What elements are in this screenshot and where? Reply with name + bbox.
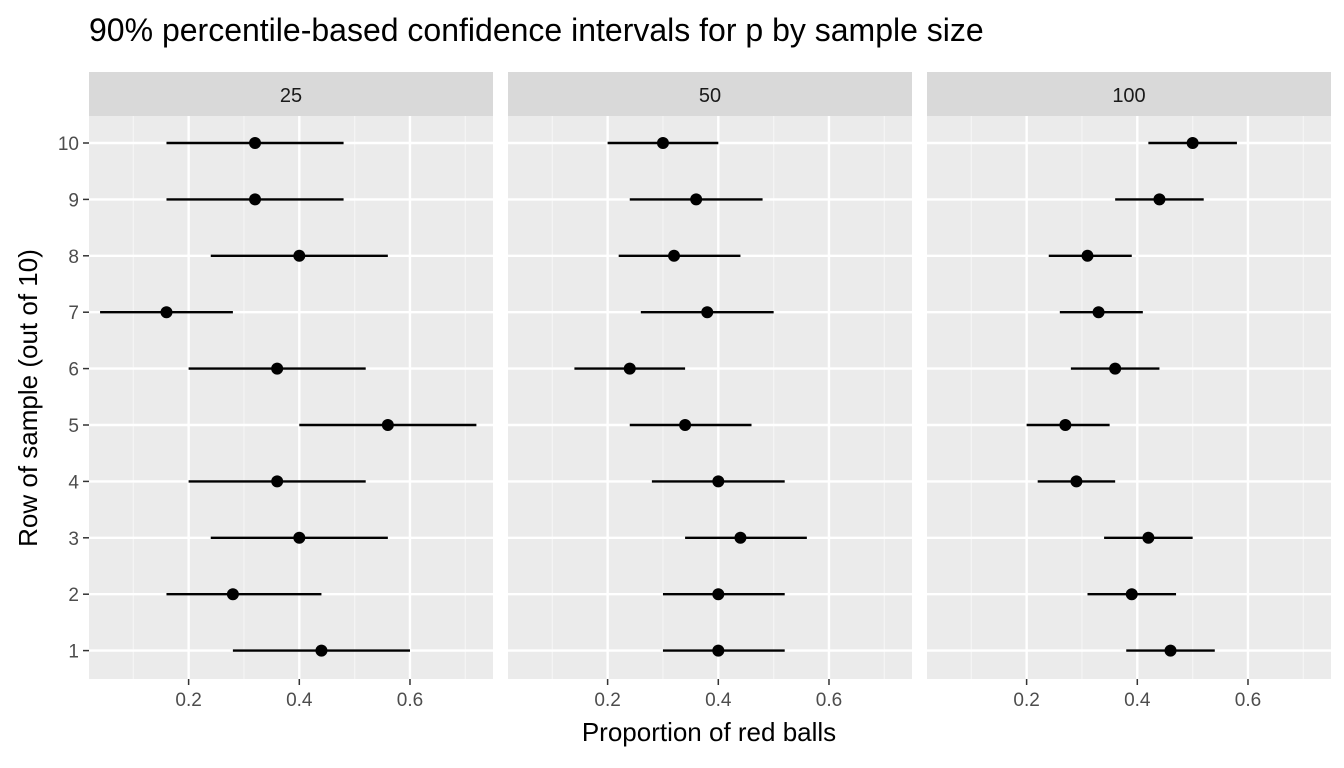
y-tick-label: 9 <box>68 190 79 211</box>
x-tick-label: 0.2 <box>594 690 620 711</box>
point-estimate <box>679 419 692 431</box>
y-axis-title: Row of sample (out of 10) <box>13 249 43 547</box>
x-axis-title: Proportion of red balls <box>582 717 836 747</box>
point-estimate <box>712 475 725 488</box>
facet-strip <box>508 72 912 116</box>
y-tick-label: 8 <box>68 247 79 268</box>
panel-background <box>927 116 1331 679</box>
point-estimate <box>656 137 669 149</box>
x-tick-label: 0.6 <box>816 690 842 711</box>
y-axis: 1 2 3 4 5 6 7 8 9 10 <box>58 134 89 663</box>
point-estimate <box>1153 193 1166 206</box>
y-tick-label: 1 <box>68 642 79 663</box>
point-estimate <box>1125 588 1138 601</box>
point-estimate <box>249 193 262 206</box>
point-estimate <box>734 531 747 544</box>
point-estimate <box>226 588 239 601</box>
point-estimate <box>712 588 725 601</box>
point-estimate <box>1186 137 1199 149</box>
facet-strip-label: 100 <box>1112 85 1145 107</box>
point-estimate <box>293 249 306 262</box>
point-estimate <box>701 306 714 319</box>
x-tick-label: 0.2 <box>1013 690 1039 711</box>
point-estimate <box>690 193 703 206</box>
point-estimate <box>1109 362 1122 375</box>
x-tick-label: 0.2 <box>175 690 201 711</box>
point-estimate <box>712 644 725 657</box>
point-estimate <box>249 137 262 149</box>
facet-strip-label: 50 <box>699 85 721 107</box>
y-tick-label: 6 <box>68 360 79 381</box>
facet-strip <box>927 72 1331 116</box>
facet-strip-label: 25 <box>280 85 302 107</box>
point-estimate <box>1059 419 1072 431</box>
facet-panel: 100 0.2 0.4 0.6 <box>927 72 1331 711</box>
x-tick-label: 0.4 <box>705 690 732 711</box>
point-estimate <box>1081 249 1094 262</box>
point-estimate <box>1092 306 1105 319</box>
point-estimate <box>1070 475 1083 488</box>
x-tick-label: 0.4 <box>1124 690 1151 711</box>
y-tick-label: 5 <box>68 416 79 437</box>
panel-background <box>89 116 493 679</box>
facet-panels: 25 0.2 0.4 0.6 50 0.2 0.4 0.6 100 0.2 0.4 0.6 <box>89 72 1331 711</box>
point-estimate <box>1142 531 1155 544</box>
point-estimate <box>160 306 173 319</box>
point-estimate <box>293 531 306 544</box>
y-tick-label: 2 <box>68 585 79 606</box>
chart-title: 90% percentile-based confidence interval… <box>89 12 984 48</box>
point-estimate <box>623 362 636 375</box>
panel-background <box>508 116 912 679</box>
facet-strip <box>89 72 493 116</box>
y-tick-label: 7 <box>68 303 79 324</box>
point-estimate <box>381 419 394 431</box>
y-tick-label: 10 <box>58 134 79 155</box>
y-tick-label: 3 <box>68 529 79 550</box>
x-tick-label: 0.6 <box>1235 690 1261 711</box>
point-estimate <box>1164 644 1177 657</box>
point-estimate <box>315 644 328 657</box>
point-estimate <box>271 475 284 488</box>
facet-panel: 25 0.2 0.4 0.6 <box>89 72 493 711</box>
y-tick-label: 4 <box>68 472 79 493</box>
x-tick-label: 0.6 <box>397 690 423 711</box>
x-tick-label: 0.4 <box>286 690 313 711</box>
facet-panel: 50 0.2 0.4 0.6 <box>508 72 912 711</box>
point-estimate <box>668 249 681 262</box>
point-estimate <box>271 362 284 375</box>
